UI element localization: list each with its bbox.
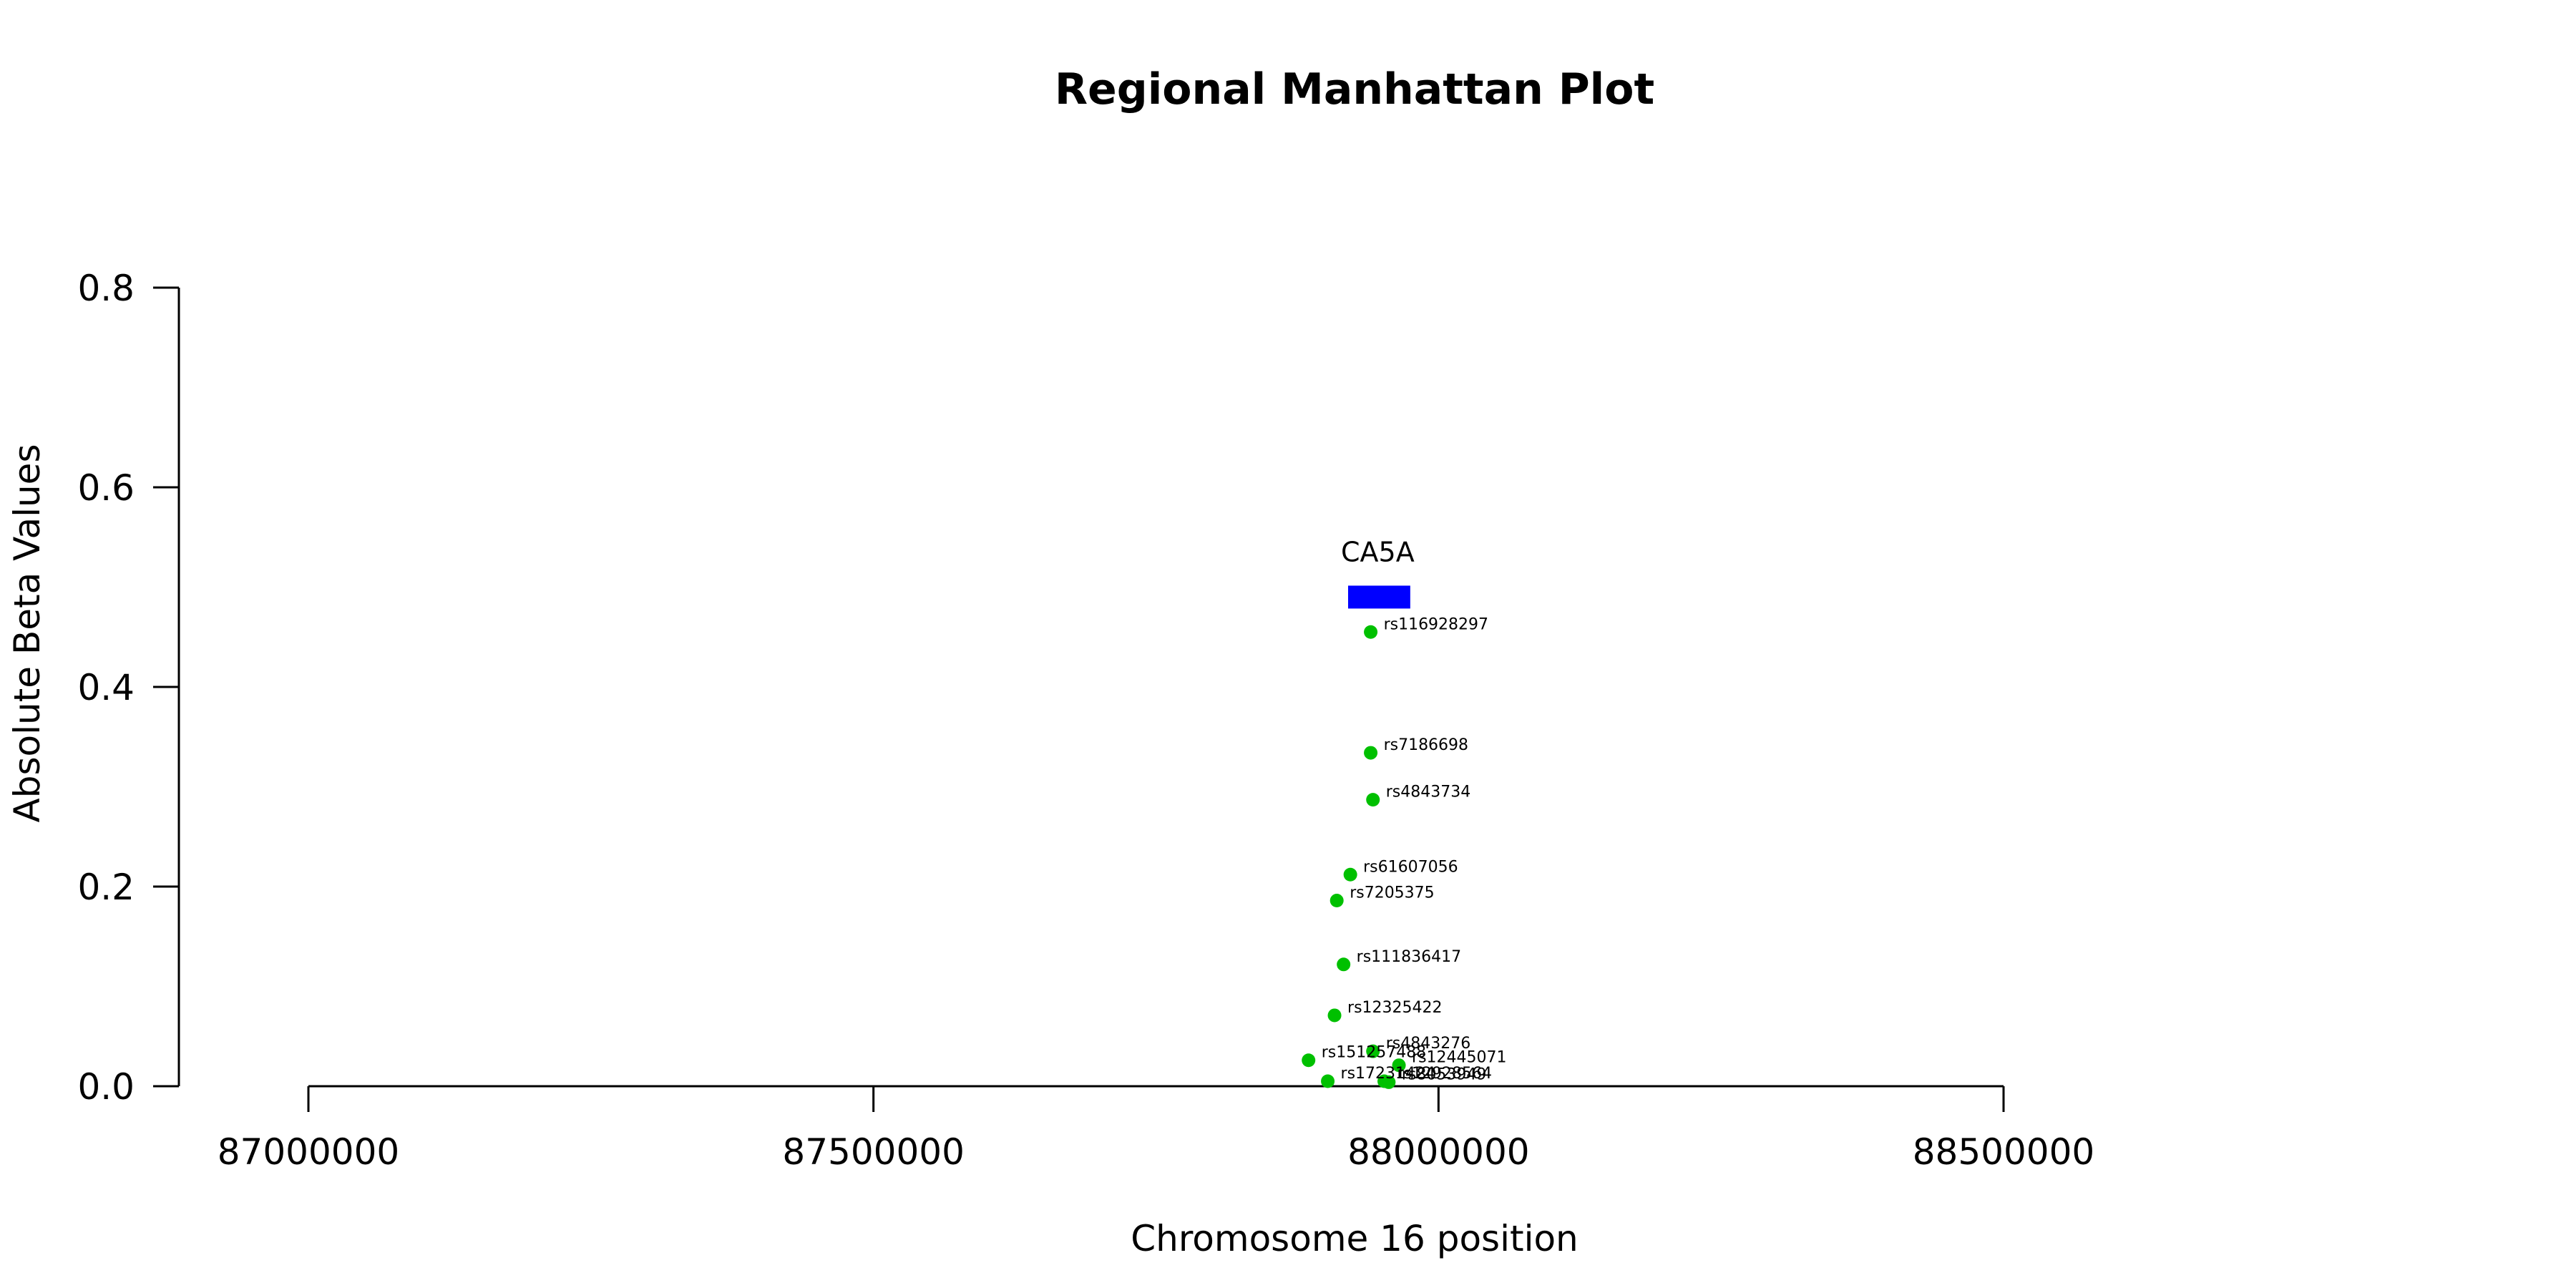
gene-label: CA5A [1341, 536, 1415, 567]
gene-box [1347, 585, 1410, 609]
snp-point [1330, 894, 1344, 908]
x-axis-label: Chromosome 16 position [1131, 1218, 1579, 1259]
y-tick-label: 0.6 [77, 467, 135, 509]
snp-point [1366, 793, 1380, 807]
snp-label: rs4843734 [1386, 784, 1470, 801]
snp-point [1364, 625, 1378, 639]
snp-label: rs116928297 [1384, 615, 1488, 633]
snp-label: rs4843276 [1386, 1035, 1470, 1053]
x-tick-label: 88500000 [1913, 1131, 2095, 1173]
y-tick-label: 0.8 [77, 268, 135, 309]
snp-point [1302, 1053, 1316, 1068]
gene-track: CA5A [1341, 536, 1415, 609]
snp-point [1327, 1008, 1342, 1023]
y-tick-label: 0.0 [77, 1066, 135, 1108]
snp-label: rs61607056 [1363, 858, 1458, 876]
y-axis: 0.0 0.2 0.4 0.6 0.8 [77, 268, 180, 1108]
y-tick-label: 0.4 [77, 667, 135, 708]
snp-labels: rs116928297 rs7186698 rs4843734 rs61607056 r… [1322, 615, 1507, 1083]
x-tick-label: 87500000 [782, 1131, 965, 1173]
snp-label: rs12928564 [1397, 1065, 1492, 1083]
snp-point [1364, 746, 1378, 760]
y-axis-label: Absolute Beta Values [6, 444, 48, 823]
x-axis: 87000000 87500000 88000000 88500000 [218, 1085, 2095, 1173]
snp-label: rs7205375 [1350, 884, 1435, 902]
x-tick-label: 88000000 [1347, 1131, 1530, 1173]
y-tick-label: 0.2 [77, 867, 135, 908]
snp-label: rs151257488 [1322, 1044, 1426, 1062]
snp-label: rs111836417 [1357, 948, 1461, 966]
snp-point [1321, 1074, 1335, 1088]
snp-label: rs8053949 [1402, 1065, 1487, 1083]
x-tick-label: 87000000 [218, 1131, 400, 1173]
snp-point [1366, 1044, 1380, 1058]
snp-points [1302, 625, 1406, 1089]
chart-title: Regional Manhattan Plot [1055, 64, 1654, 114]
snp-point [1392, 1058, 1406, 1073]
snp-point [1382, 1075, 1396, 1089]
snp-point [1343, 867, 1357, 882]
snp-point [1337, 957, 1351, 972]
snp-label: rs7186698 [1384, 736, 1468, 754]
snp-label: rs12445071 [1412, 1049, 1506, 1067]
snp-label: rs12325422 [1347, 999, 1442, 1017]
snp-label: rs17231424 [1341, 1065, 1435, 1083]
